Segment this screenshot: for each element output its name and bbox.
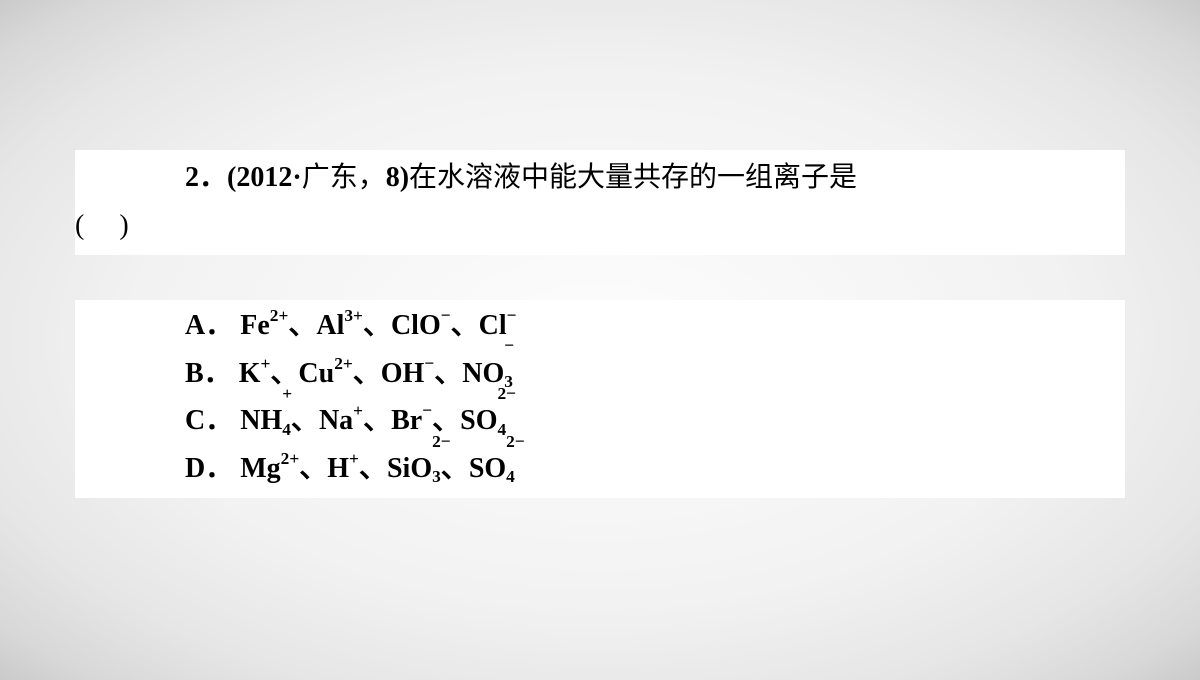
ion: NH: [240, 405, 282, 436]
option-c: C． NH+4、Na+、Br−、SO2−4: [75, 397, 1125, 445]
sep: 、: [451, 310, 479, 341]
ion: Cu: [298, 358, 334, 389]
sep: 、: [441, 453, 469, 484]
question-stem: 在水溶液中能大量共存的一组离子是: [409, 162, 857, 193]
charge: 3+: [344, 306, 363, 325]
charge: +: [353, 401, 363, 420]
question-line-1: 2．(2012·广东，8)在水溶液中能大量共存的一组离子是: [75, 154, 1125, 202]
paren-close: ): [119, 210, 128, 241]
charge: +: [282, 379, 292, 409]
charge: 2−: [506, 427, 525, 457]
charge: −: [422, 401, 432, 420]
ion: Br: [391, 405, 422, 436]
charge: 2+: [270, 306, 289, 325]
ion: H: [327, 453, 349, 484]
ion: SO: [469, 453, 506, 484]
paren-space: [84, 210, 119, 241]
options-block: A． Fe2+、Al3+、ClO−、Cl− B． K+、Cu2+、OH−、NO−…: [75, 300, 1125, 498]
option-a-label: A．: [185, 310, 233, 341]
question-number: 2: [185, 162, 199, 193]
sep: 、: [363, 405, 391, 436]
charge: −: [504, 331, 514, 361]
sub: 4: [282, 420, 291, 439]
subsup: 2−3: [432, 445, 441, 493]
sep: 、: [363, 310, 391, 341]
sub: 3: [432, 467, 441, 486]
question-block: 2．(2012·广东，8)在水溶液中能大量共存的一组离子是 ( ): [75, 150, 1125, 255]
ion: Mg: [240, 453, 280, 484]
source-prefix: (2012·: [227, 162, 302, 193]
sub: 4: [506, 467, 515, 486]
sub: 4: [497, 420, 506, 439]
sep: 、: [291, 405, 319, 436]
option-a: A． Fe2+、Al3+、ClO−、Cl−: [75, 302, 1125, 350]
option-b: B． K+、Cu2+、OH−、NO−3: [75, 350, 1125, 398]
option-d-label: D．: [185, 453, 233, 484]
charge: −: [507, 306, 517, 325]
ion: OH: [381, 358, 425, 389]
source-num: 8): [386, 162, 409, 193]
charge: 2−: [497, 379, 516, 409]
ion: SO: [460, 405, 497, 436]
slide: 2．(2012·广东，8)在水溶液中能大量共存的一组离子是 ( ) A． Fe2…: [0, 0, 1200, 680]
ion: SiO: [387, 453, 432, 484]
ion: Na: [319, 405, 353, 436]
paren-open: (: [75, 210, 84, 241]
ion: K: [239, 358, 261, 389]
option-c-label: C．: [185, 405, 233, 436]
subsup: 2−4: [497, 397, 506, 445]
charge: 2+: [334, 354, 353, 373]
option-d: D． Mg2+、H+、SiO2−3、SO2−4: [75, 445, 1125, 493]
option-b-label: B．: [185, 358, 232, 389]
sep: 、: [359, 453, 387, 484]
question-dot: ．: [199, 162, 227, 193]
charge: 2−: [432, 427, 451, 457]
subsup: +4: [282, 397, 291, 445]
sep: 、: [299, 453, 327, 484]
question-line-2: ( ): [75, 202, 1125, 250]
charge: −: [424, 354, 434, 373]
sep: 、: [288, 310, 316, 341]
sep: 、: [353, 358, 381, 389]
source-region: 广东，: [302, 162, 386, 193]
charge: 2+: [281, 449, 300, 468]
sep: 、: [434, 358, 462, 389]
ion: Fe: [240, 310, 270, 341]
ion: ClO: [391, 310, 441, 341]
charge: +: [349, 449, 359, 468]
charge: +: [260, 354, 270, 373]
ion: Al: [316, 310, 344, 341]
subsup: 2−4: [506, 445, 515, 493]
charge: −: [441, 306, 451, 325]
ion: Cl: [479, 310, 507, 341]
